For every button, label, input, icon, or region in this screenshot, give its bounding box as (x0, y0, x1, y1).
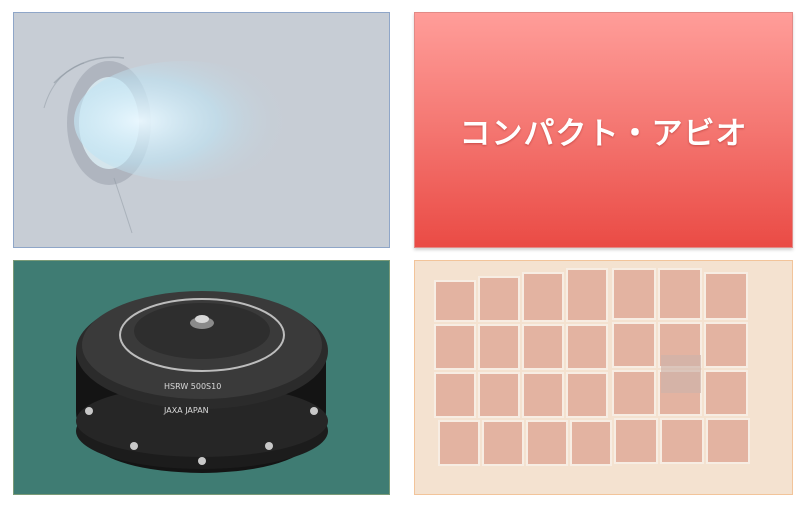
wheel-label-maker: JAXA JAPAN (163, 406, 209, 415)
solar-array-illustration (415, 261, 792, 494)
wheel-label-model: HSRW 500S10 (164, 382, 221, 391)
solar-array-photo (414, 260, 793, 495)
reaction-wheel-illustration: HSRW 500S10 JAXA JAPAN (14, 261, 389, 494)
reaction-wheel-photo: HSRW 500S10 JAXA JAPAN (13, 260, 390, 495)
thruster-photo (13, 12, 390, 248)
thruster-illustration (14, 13, 389, 247)
title-card: コンパクト・アビオ (414, 12, 793, 248)
title-card-text: コンパクト・アビオ (459, 115, 748, 152)
